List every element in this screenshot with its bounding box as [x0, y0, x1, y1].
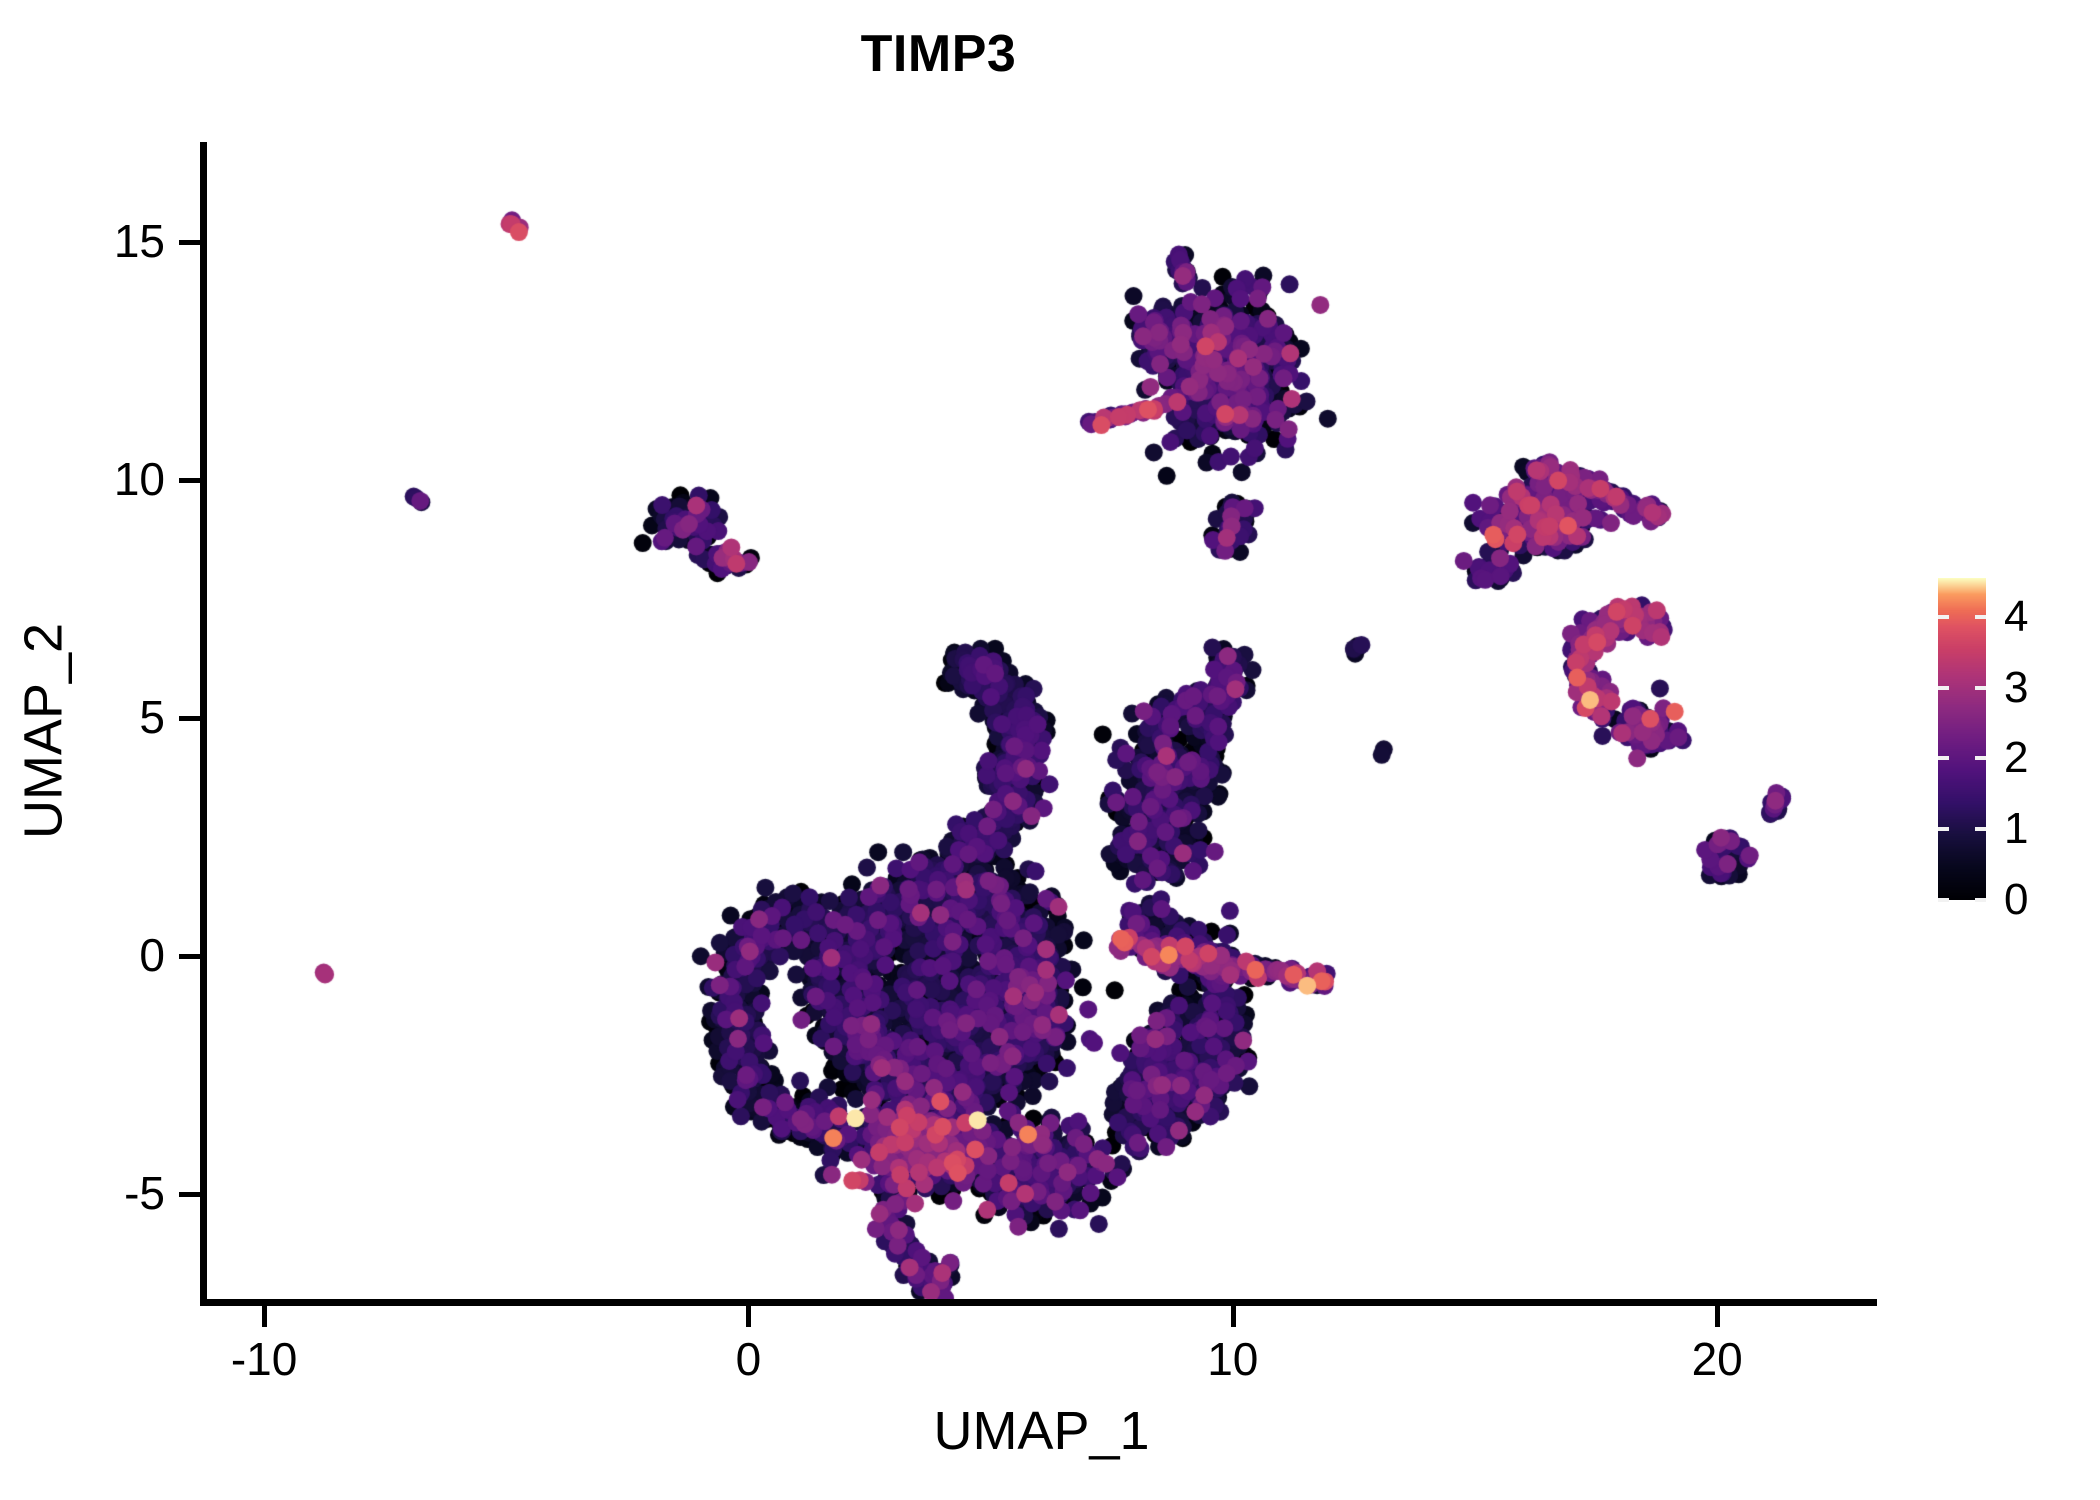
colorbar-gradient: [1938, 578, 1986, 900]
y-tick-mark: [179, 953, 200, 959]
colorbar-tick-label: 4: [2004, 591, 2029, 641]
colorbar-tick-label: 1: [2004, 804, 2029, 854]
colorbar-tick-mark: [1938, 614, 1949, 619]
scatter-points-layer: [206, 142, 1877, 1303]
y-tick-mark: [179, 239, 200, 245]
y-tick-label: 5: [139, 690, 165, 743]
colorbar-tick-label: 3: [2004, 662, 2029, 712]
x-tick-label: 20: [1691, 1333, 1743, 1385]
colorbar-tick-mark: [1975, 756, 1986, 761]
colorbar-tick-mark: [1975, 827, 1986, 832]
x-tick-label: 0: [735, 1333, 762, 1385]
colorbar-tick-label: 0: [2004, 875, 2029, 924]
colorbar-tick-mark: [1938, 756, 1949, 761]
x-tick-mark: [746, 1306, 752, 1327]
colorbar-tick-mark: [1938, 685, 1949, 690]
colorbar-tick-mark: [1975, 614, 1986, 619]
y-tick-label: 15: [113, 214, 165, 267]
colorbar-tick-label: 2: [2004, 733, 2029, 783]
x-axis-title: UMAP_1: [933, 1401, 1150, 1461]
y-tick-label: 0: [139, 928, 165, 981]
colorbar-tick-mark: [1938, 827, 1949, 832]
x-tick-mark: [1715, 1306, 1721, 1327]
scatter-plot-panel: [206, 142, 1877, 1303]
page-title: TIMP3: [860, 25, 1017, 83]
x-axis-line: [200, 1299, 1877, 1306]
y-tick-mark: [179, 1191, 200, 1197]
y-axis-line: [200, 142, 207, 1306]
x-tick-mark: [1230, 1306, 1236, 1327]
colorbar-legend: 0 1 2 3 4: [1938, 578, 2088, 922]
x-tick-label: 10: [1207, 1333, 1259, 1385]
colorbar-tick-mark: [1975, 685, 1986, 690]
x-tick-mark: [262, 1306, 268, 1327]
y-tick-label: -5: [124, 1166, 165, 1219]
y-tick-mark: [179, 715, 200, 721]
colorbar-tick-mark: [1975, 898, 1986, 902]
y-tick-label: 10: [113, 452, 165, 505]
x-tick-label: -10: [230, 1333, 298, 1385]
colorbar-tick-mark: [1938, 898, 1949, 902]
y-tick-mark: [179, 477, 200, 483]
y-axis-title: UMAP_2: [13, 622, 74, 840]
